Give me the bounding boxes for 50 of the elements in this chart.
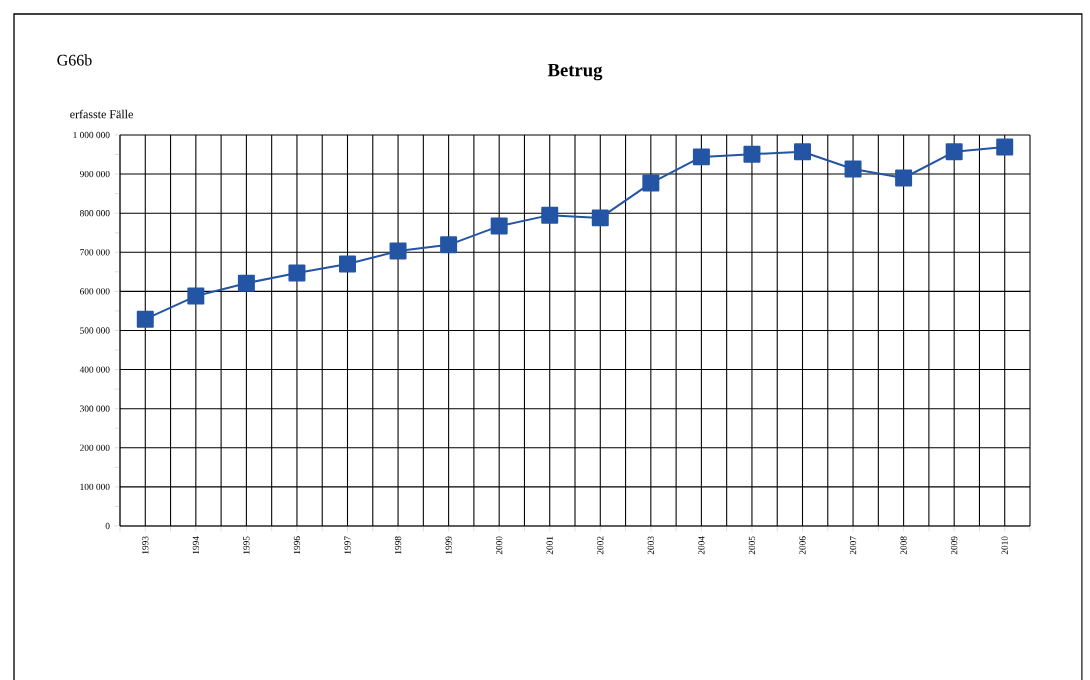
- x-tick-label: 1995: [243, 536, 250, 554]
- point: [743, 145, 761, 163]
- y-tick-label: 600 000: [80, 288, 110, 295]
- y-tick-label: 1 000 000: [73, 131, 110, 139]
- x-tick-label: 2009: [951, 536, 958, 555]
- x-tick-label: 2003: [647, 536, 654, 555]
- x-tick-label: 1994: [192, 536, 199, 554]
- point: [136, 310, 154, 328]
- point: [996, 138, 1014, 156]
- y-tick-label: 800 000: [79, 210, 110, 217]
- point: [288, 264, 306, 282]
- x-tick-label: 1999: [445, 536, 452, 554]
- y-tick-label: 300 000: [80, 405, 110, 412]
- y-tick-label: 500 000: [80, 327, 110, 334]
- point: [794, 143, 811, 161]
- point: [339, 255, 356, 273]
- point: [895, 169, 913, 187]
- x-tick-label: 2010: [1001, 536, 1008, 555]
- point: [642, 174, 660, 192]
- x-tick-label: 2007: [849, 536, 857, 555]
- y-axis-title: erfasste Fälle: [70, 109, 133, 119]
- point: [541, 206, 559, 224]
- y-tick-label: 100 000: [80, 483, 110, 491]
- y-tick-label: 700 000: [80, 249, 110, 256]
- x-tick-label: 2002: [597, 536, 604, 555]
- x-tick-label: 2006: [799, 536, 806, 555]
- point: [440, 236, 458, 254]
- text: G66b: [57, 54, 92, 66]
- chart-title: Betrug: [547, 63, 603, 81]
- x-tick-label: 1993: [142, 536, 149, 554]
- point: [844, 160, 862, 178]
- point: [237, 274, 255, 292]
- point: [187, 287, 205, 305]
- y-tick-label: 200 000: [80, 444, 110, 451]
- y-tick-label: 900 000: [79, 170, 110, 178]
- x-tick-label: 1998: [394, 536, 402, 554]
- x-tick-label: 1997: [344, 536, 351, 554]
- x-tick-label: 2004: [698, 536, 705, 555]
- point: [389, 242, 407, 260]
- y-tick-label: 0: [105, 522, 110, 530]
- x-tick-label: 2001: [546, 536, 553, 555]
- point: [945, 143, 963, 161]
- x-tick-label: 1996: [293, 536, 301, 554]
- point: [692, 148, 710, 166]
- point: [490, 217, 508, 235]
- x-tick-label: 2000: [496, 536, 503, 555]
- y-tick-label: 400 000: [79, 366, 110, 373]
- x-tick-label: 2005: [748, 536, 756, 555]
- point: [591, 209, 609, 227]
- x-tick-label: 2008: [900, 536, 907, 555]
